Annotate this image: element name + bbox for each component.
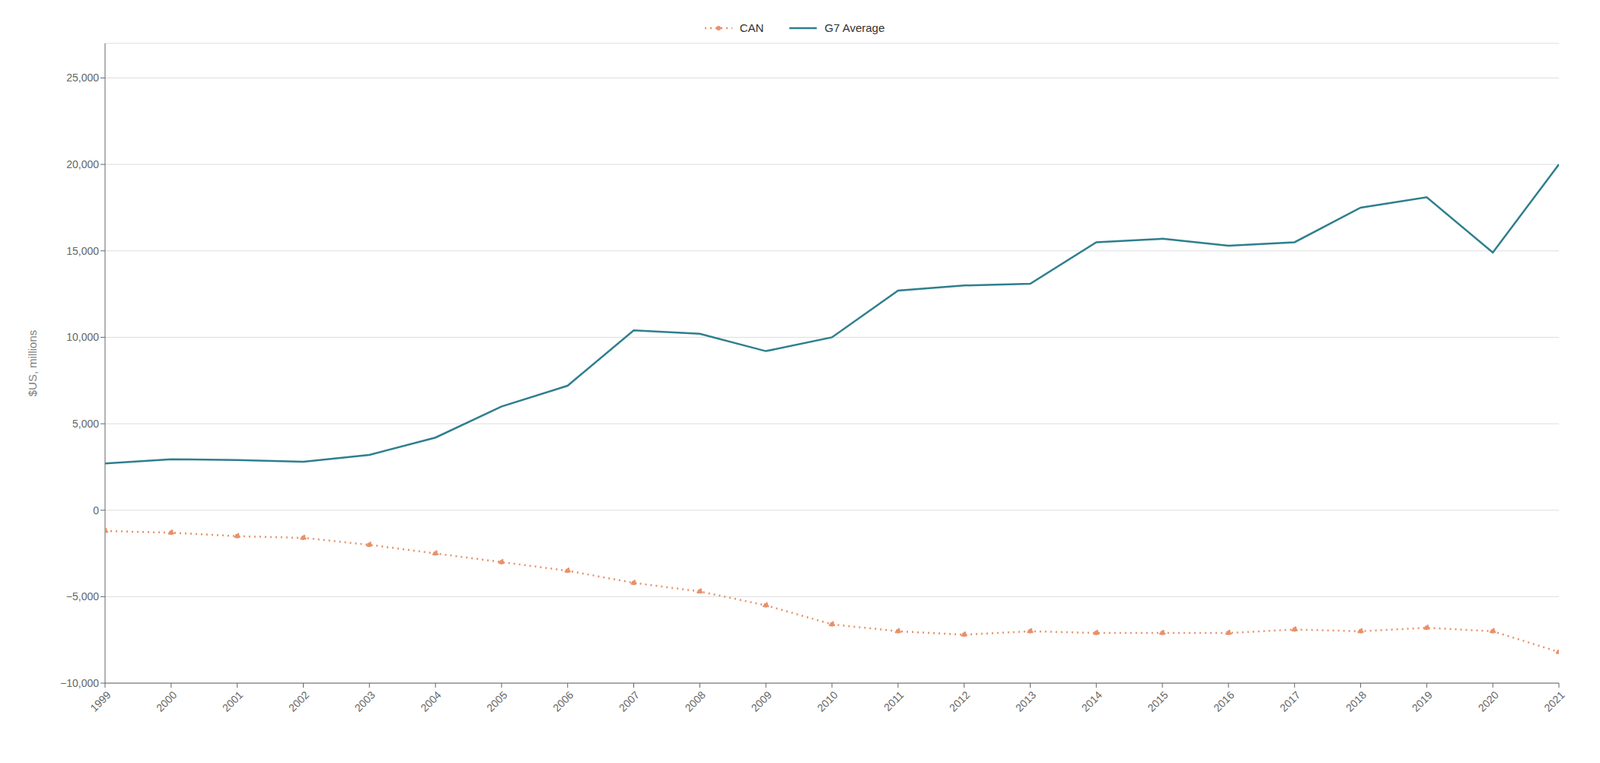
svg-text:2003: 2003 [352,688,378,714]
svg-text:2016: 2016 [1211,688,1237,714]
svg-text:$US, millions: $US, millions [25,330,39,398]
svg-text:1999: 1999 [87,688,113,714]
svg-text:2015: 2015 [1144,688,1170,714]
svg-text:2012: 2012 [946,688,973,714]
svg-text:2019: 2019 [1409,688,1435,714]
svg-text:2011: 2011 [881,688,907,714]
svg-text:2010: 2010 [814,688,840,714]
svg-text:2009: 2009 [748,688,774,714]
svg-text:5,000: 5,000 [72,417,99,431]
svg-text:−5,000: −5,000 [66,590,99,603]
svg-text:0: 0 [92,504,99,517]
html-text:CAN: CAN [739,21,764,35]
svg-text:−10,000: −10,000 [60,677,99,690]
svg-text:2002: 2002 [286,688,312,714]
svg-text:2017: 2017 [1277,688,1303,714]
svg-text:2001: 2001 [219,688,246,714]
svg-text:2018: 2018 [1343,688,1369,714]
svg-text:2006: 2006 [550,688,576,714]
svg-text:10,000: 10,000 [66,331,99,344]
svg-text:2020: 2020 [1475,688,1501,714]
svg-text:2004: 2004 [417,688,444,714]
svg-text:2014: 2014 [1079,688,1105,714]
svg-text:2008: 2008 [682,688,708,714]
svg-text:2000: 2000 [153,688,179,714]
svg-text:2007: 2007 [616,688,642,714]
svg-text:25,000: 25,000 [66,71,99,84]
svg-text:2021: 2021 [1541,688,1567,714]
svg-text:15,000: 15,000 [66,245,99,258]
svg-text:20,000: 20,000 [66,158,99,171]
html-text:G7 Average: G7 Average [824,21,885,35]
svg-text:2013: 2013 [1013,688,1039,714]
svg-text:2005: 2005 [484,688,510,714]
